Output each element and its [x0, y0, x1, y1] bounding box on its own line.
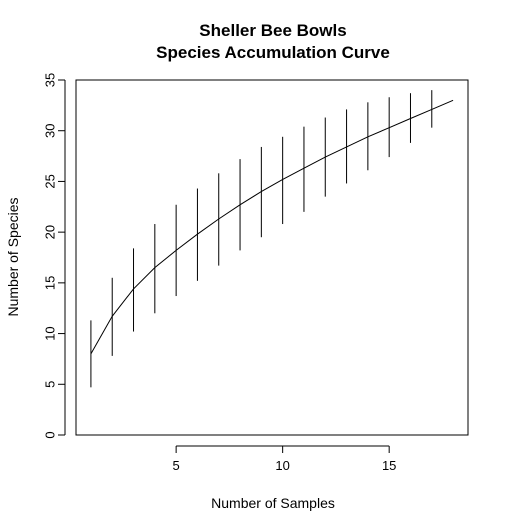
- y-tick-label: 30: [43, 123, 58, 137]
- x-axis: 5 10 15: [173, 445, 396, 473]
- y-tick-label: 25: [43, 174, 58, 188]
- x-tick-label: 10: [275, 458, 289, 473]
- x-tick-label: 5: [173, 458, 180, 473]
- y-tick-label: 0: [43, 431, 58, 438]
- y-axis: 0 5 10 15 20 25 30 35: [43, 73, 66, 439]
- x-tick-label: 15: [382, 458, 396, 473]
- chart-subtitle: Species Accumulation Curve: [156, 43, 390, 62]
- x-axis-label: Number of Samples: [211, 495, 335, 511]
- y-tick-label: 5: [43, 381, 58, 388]
- y-tick-label: 10: [43, 326, 58, 340]
- accumulation-curve: [90, 99, 454, 355]
- chart-title: Sheller Bee Bowls: [199, 21, 346, 40]
- plot-area: [75, 79, 469, 436]
- error-bars: [90, 90, 433, 388]
- y-axis-label: Number of Species: [5, 197, 21, 316]
- curve-layer: [90, 99, 454, 355]
- y-tick-label: 20: [43, 225, 58, 239]
- y-tick-label: 35: [43, 73, 58, 87]
- y-tick-label: 15: [43, 276, 58, 290]
